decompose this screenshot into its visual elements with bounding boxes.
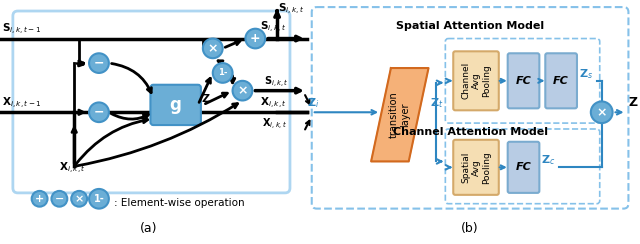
Circle shape: [232, 81, 252, 101]
Text: $\mathbf{Z}_i$: $\mathbf{Z}_i$: [307, 96, 319, 110]
FancyBboxPatch shape: [445, 129, 600, 204]
Circle shape: [245, 29, 265, 48]
Text: +: +: [35, 194, 44, 204]
Text: ×: ×: [207, 42, 218, 55]
Text: Channel
Avg
Pooling: Channel Avg Pooling: [461, 62, 491, 100]
Text: 1-: 1-: [93, 194, 104, 204]
Text: $\mathbf{X}_{i,k,t-1}$: $\mathbf{X}_{i,k,t-1}$: [2, 96, 42, 111]
Text: 1-: 1-: [218, 69, 227, 77]
FancyBboxPatch shape: [508, 53, 540, 108]
Circle shape: [51, 191, 67, 207]
Text: $\mathbf{X}_{i,k,t}$: $\mathbf{X}_{i,k,t}$: [262, 117, 287, 132]
FancyBboxPatch shape: [545, 53, 577, 108]
Text: $\mathbf{Z}_t$: $\mathbf{Z}_t$: [431, 96, 444, 110]
FancyBboxPatch shape: [453, 51, 499, 110]
Text: $\mathbf{Z}$: $\mathbf{Z}$: [628, 96, 639, 109]
Text: −: −: [54, 194, 64, 204]
Circle shape: [89, 102, 109, 122]
FancyBboxPatch shape: [445, 39, 600, 123]
Text: $\mathbf{S}_{i,k,t}$: $\mathbf{S}_{i,k,t}$: [264, 74, 289, 90]
Circle shape: [89, 53, 109, 73]
FancyBboxPatch shape: [150, 85, 201, 125]
Text: Channel Attention Model: Channel Attention Model: [392, 127, 548, 137]
Text: transition
layer: transition layer: [389, 91, 411, 138]
Text: : Element-wise operation: : Element-wise operation: [114, 198, 244, 208]
Text: $\mathbf{Z}_c$: $\mathbf{Z}_c$: [541, 153, 556, 167]
Circle shape: [89, 189, 109, 209]
Text: $\mathbf{Z}_s$: $\mathbf{Z}_s$: [579, 67, 593, 81]
Text: Spatial
Avg
Pooling: Spatial Avg Pooling: [461, 151, 491, 184]
Text: $\mathbf{X}_{i,k,t}$: $\mathbf{X}_{i,k,t}$: [60, 161, 86, 176]
Text: ×: ×: [74, 194, 84, 204]
Text: ×: ×: [596, 106, 607, 119]
Text: $\mathbf{S}_{i,k,t}$: $\mathbf{S}_{i,k,t}$: [260, 20, 287, 35]
Circle shape: [212, 63, 232, 83]
Circle shape: [203, 39, 223, 58]
Text: −: −: [93, 106, 104, 119]
Circle shape: [31, 191, 47, 207]
Text: +: +: [250, 32, 260, 45]
Text: FC: FC: [516, 162, 531, 172]
Text: Spatial Attention Model: Spatial Attention Model: [396, 21, 544, 31]
Circle shape: [591, 102, 612, 123]
FancyBboxPatch shape: [312, 7, 628, 209]
Text: FC: FC: [553, 76, 569, 86]
Circle shape: [71, 191, 87, 207]
Text: $\mathbf{S}_{i,k,t-1}$: $\mathbf{S}_{i,k,t-1}$: [2, 22, 41, 37]
Text: ×: ×: [237, 84, 248, 97]
Text: g: g: [170, 96, 182, 114]
Text: (b): (b): [461, 222, 479, 235]
Text: $\mathbf{X}_{i,k,t}$: $\mathbf{X}_{i,k,t}$: [260, 96, 287, 111]
Text: $\mathbf{Z}$: $\mathbf{Z}$: [201, 92, 211, 104]
FancyBboxPatch shape: [508, 142, 540, 193]
FancyBboxPatch shape: [453, 140, 499, 195]
Text: FC: FC: [516, 76, 531, 86]
Text: $\mathbf{S}_{i,k,t}$: $\mathbf{S}_{i,k,t}$: [278, 2, 305, 17]
Polygon shape: [371, 68, 429, 162]
FancyBboxPatch shape: [13, 11, 290, 193]
Text: −: −: [93, 57, 104, 70]
Text: (a): (a): [140, 222, 157, 235]
